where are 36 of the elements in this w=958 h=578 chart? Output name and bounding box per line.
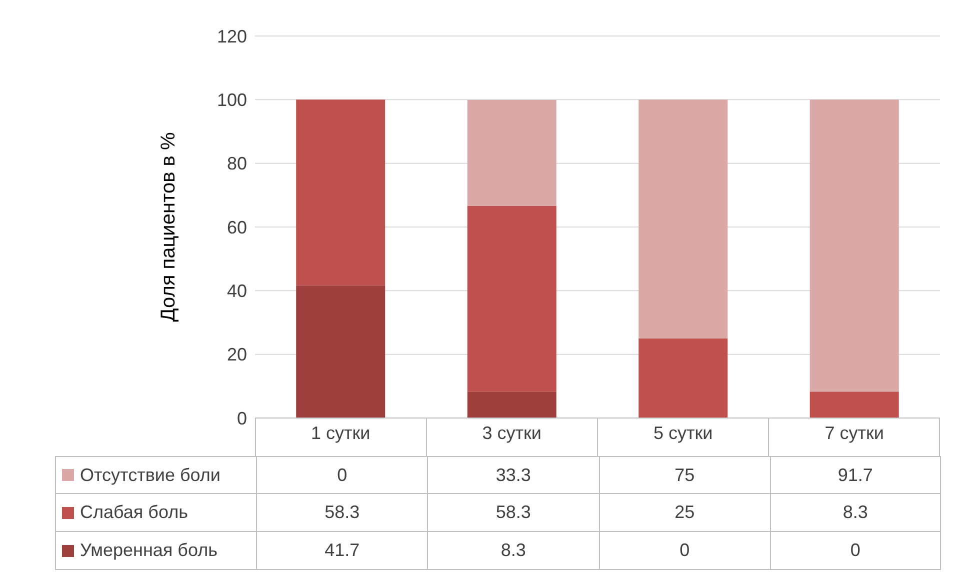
y-tick-label: 80 — [226, 154, 247, 174]
data-label: 0 — [256, 457, 428, 493]
data-label: 58.3 — [256, 494, 428, 531]
data-label: 0 — [770, 532, 941, 569]
bar — [467, 392, 556, 418]
y-axis-title: Доля пациентов в % — [158, 132, 180, 322]
y-tick-label: 60 — [226, 217, 247, 238]
legend-label: Умеренная боль — [80, 540, 218, 561]
data-label: 33.3 — [427, 457, 598, 493]
y-tick-label: 100 — [216, 90, 247, 110]
bar — [638, 100, 728, 338]
x-tick-label: 3 сутки — [482, 422, 542, 443]
data-label: 8.3 — [427, 532, 598, 569]
bar — [296, 100, 386, 286]
legend-label: Отсутствие боли — [80, 464, 220, 486]
x-tick-label: 1 сутки — [311, 422, 370, 443]
y-tick-label: 120 — [216, 26, 247, 46]
data-label: 41.7 — [256, 532, 428, 569]
legend-label: Слабая боль — [80, 502, 188, 523]
data-label: 0 — [598, 532, 770, 569]
bar — [638, 338, 728, 418]
data-label: 8.3 — [770, 494, 941, 531]
bar — [467, 206, 556, 392]
data-label: 75 — [598, 457, 770, 493]
data-label: 58.3 — [427, 494, 598, 531]
bar — [296, 285, 386, 418]
x-tick-label: 7 сутки — [824, 422, 884, 443]
bar — [810, 100, 899, 392]
y-tick-label: 40 — [226, 281, 247, 302]
bar — [467, 100, 556, 206]
data-label: 91.7 — [770, 457, 941, 493]
y-tick-label: 0 — [236, 408, 247, 428]
x-tick-label: 5 сутки — [654, 422, 713, 443]
bar — [810, 392, 899, 418]
data-label: 25 — [598, 494, 770, 531]
y-tick-label: 20 — [226, 344, 247, 365]
